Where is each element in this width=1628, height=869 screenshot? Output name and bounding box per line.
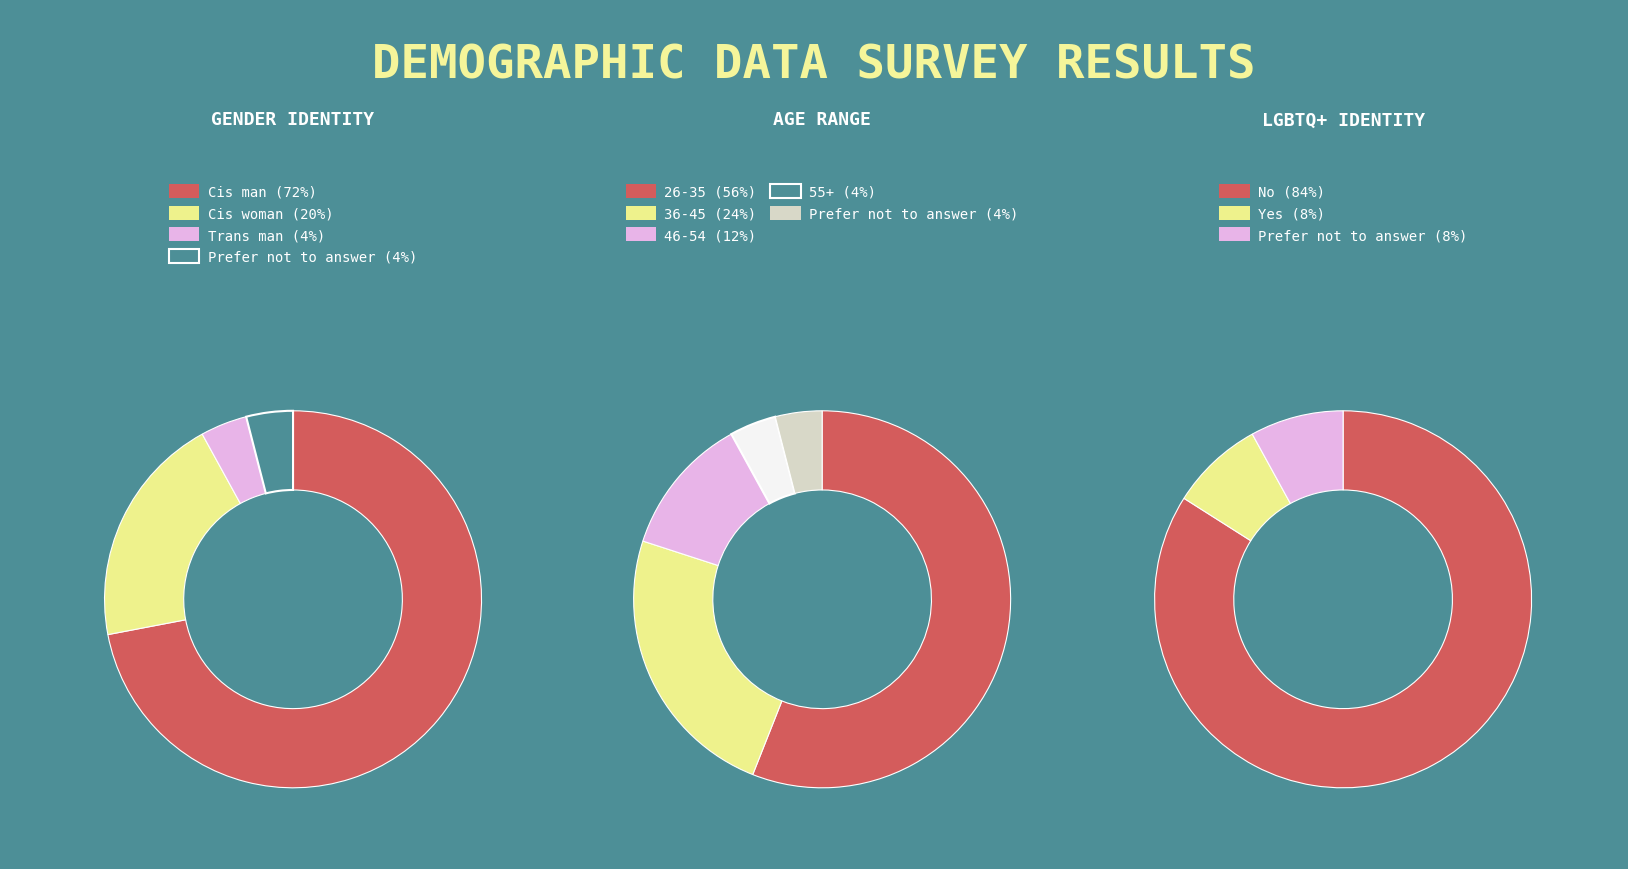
Legend: Cis man (72%), Cis woman (20%), Trans man (4%), Prefer not to answer (4%): Cis man (72%), Cis woman (20%), Trans ma… [163,179,423,270]
Wedge shape [104,434,241,635]
Wedge shape [731,417,794,504]
Wedge shape [202,417,265,504]
Wedge shape [1184,434,1291,541]
Text: LGBTQ+ IDENTITY: LGBTQ+ IDENTITY [1262,111,1424,129]
Text: DEMOGRAPHIC DATA SURVEY RESULTS: DEMOGRAPHIC DATA SURVEY RESULTS [373,43,1255,89]
Text: AGE RANGE: AGE RANGE [773,111,871,129]
Wedge shape [643,434,770,566]
Wedge shape [107,411,482,788]
Wedge shape [1154,411,1532,788]
Legend: No (84%), Yes (8%), Prefer not to answer (8%): No (84%), Yes (8%), Prefer not to answer… [1213,179,1473,249]
Wedge shape [752,411,1011,788]
Wedge shape [1252,411,1343,504]
Wedge shape [775,411,822,494]
Legend: 26-35 (56%), 36-45 (24%), 46-54 (12%), 55+ (4%), Prefer not to answer (4%): 26-35 (56%), 36-45 (24%), 46-54 (12%), 5… [620,179,1024,249]
Wedge shape [246,411,293,494]
Text: GENDER IDENTITY: GENDER IDENTITY [212,111,374,129]
Wedge shape [633,541,781,774]
